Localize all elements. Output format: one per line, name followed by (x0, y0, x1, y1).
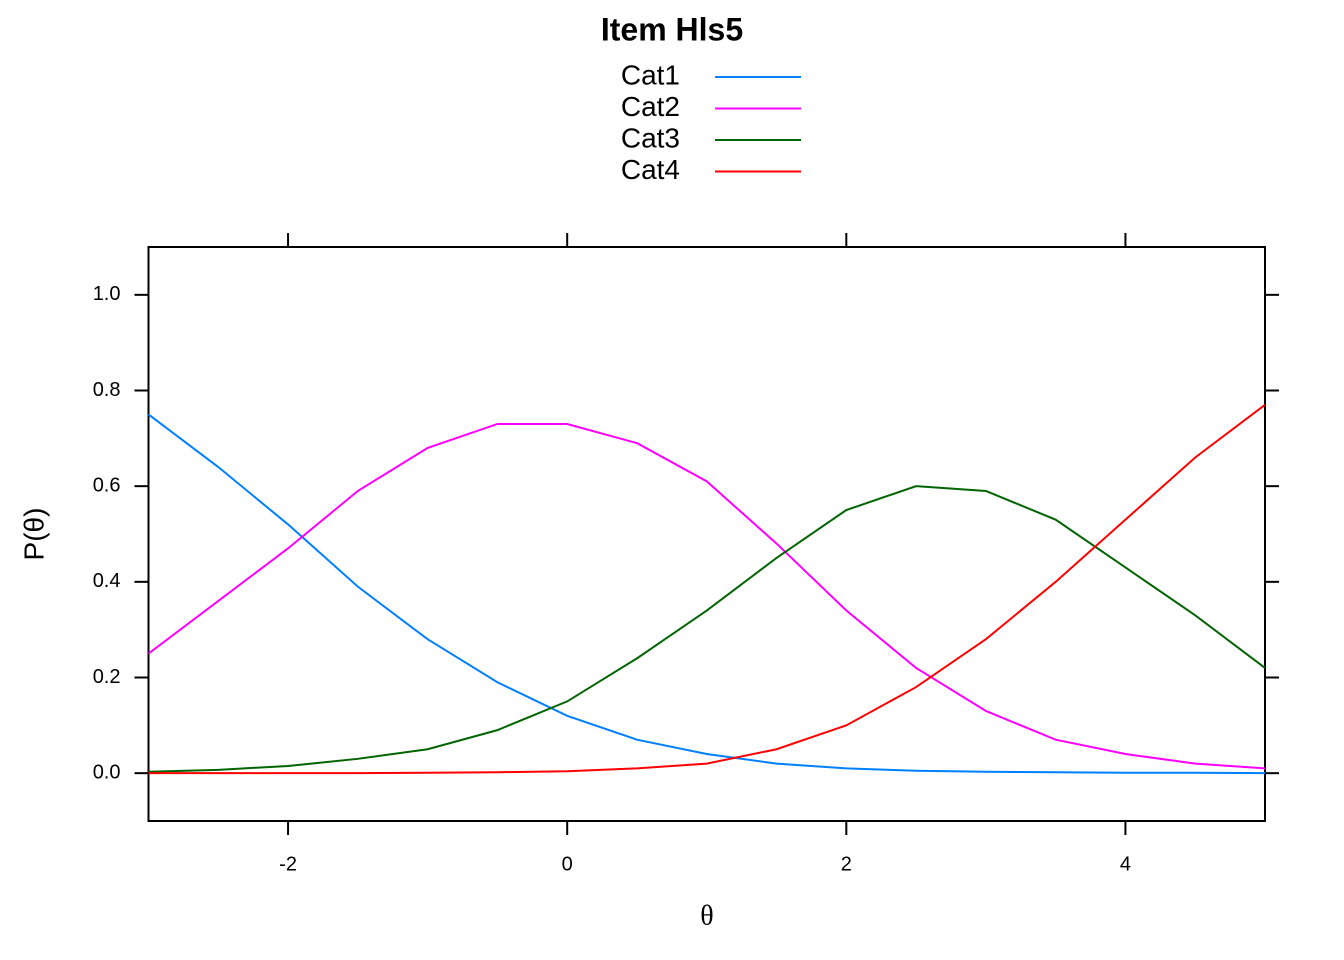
chart-title: Item Hls5 (601, 11, 743, 47)
y-tick-label: 0.6 (93, 474, 121, 496)
legend-label: Cat4 (621, 154, 680, 185)
series-line (148, 485, 1266, 773)
legend-label: Cat3 (621, 122, 680, 153)
x-tick-label: 0 (562, 853, 573, 875)
y-tick-label: 0.2 (93, 666, 121, 688)
y-tick-label: 1.0 (93, 283, 121, 305)
y-tick-label: 0.4 (93, 570, 121, 592)
x-tick-label: 2 (841, 853, 852, 875)
series-line (147, 413, 1266, 775)
y-axis-label: P(θ) (18, 508, 49, 561)
y-tick-label: 0.0 (93, 761, 121, 783)
series-line (147, 422, 1266, 770)
x-tick-label: -2 (279, 853, 297, 875)
y-tick-label: 0.8 (93, 379, 121, 401)
legend-label: Cat1 (621, 59, 680, 90)
x-axis-label: θ (700, 900, 713, 931)
plot-frame (147, 246, 1266, 822)
legend-label: Cat2 (621, 91, 680, 122)
x-tick-label: 4 (1120, 853, 1131, 875)
series-line (148, 404, 1266, 775)
